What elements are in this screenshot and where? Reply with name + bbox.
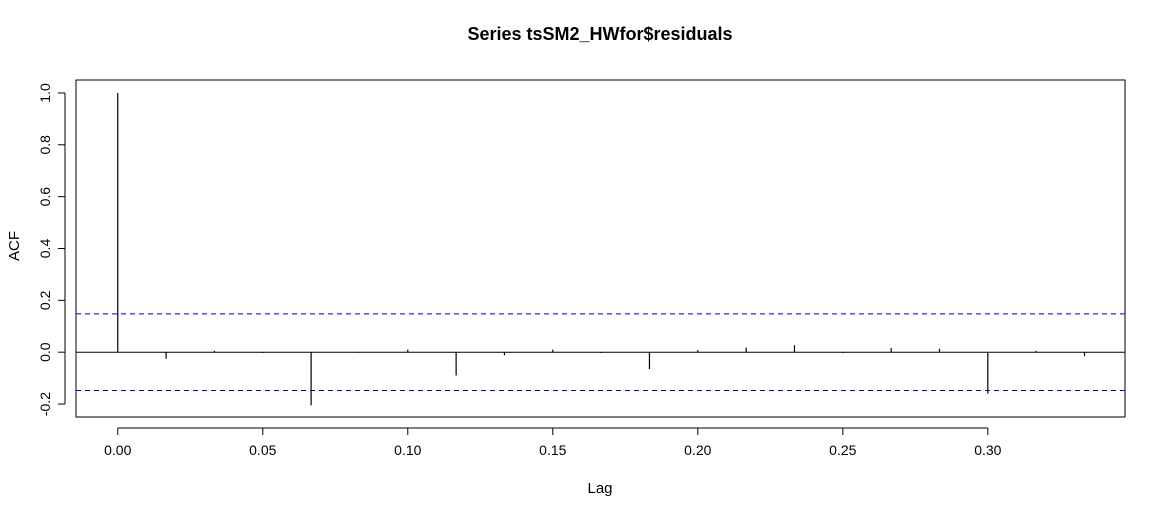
x-tick-label-0: 0.00 [104, 442, 131, 458]
y-tick-label-1: 0.0 [37, 342, 53, 362]
y-tick-label-5: 0.8 [37, 135, 53, 155]
y-tick-label-2: 0.2 [37, 290, 53, 310]
x-tick-label-1: 0.05 [249, 442, 276, 458]
chart-title: Series tsSM2_HWfor$residuals [467, 24, 732, 44]
x-axis-label: Lag [587, 480, 612, 497]
y-tick-label-0: -0.2 [37, 392, 53, 416]
x-tick-label-3: 0.15 [539, 442, 566, 458]
y-tick-label-3: 0.4 [37, 239, 53, 259]
x-tick-label-4: 0.20 [684, 442, 711, 458]
plot-frame [75, 79, 1126, 418]
plot-area: 0.00 0.05 0.10 0.15 0.20 0.25 0.30 -0.2 0.0 0.2 0.… [37, 79, 1126, 458]
y-tick-label-6: 1.0 [37, 83, 53, 103]
x-tick-label-6: 0.30 [974, 442, 1001, 458]
x-tick-label-5: 0.25 [829, 442, 856, 458]
y-tick-label-4: 0.6 [37, 187, 53, 207]
x-tick-label-2: 0.10 [394, 442, 421, 458]
y-axis-label: ACF [6, 231, 23, 261]
